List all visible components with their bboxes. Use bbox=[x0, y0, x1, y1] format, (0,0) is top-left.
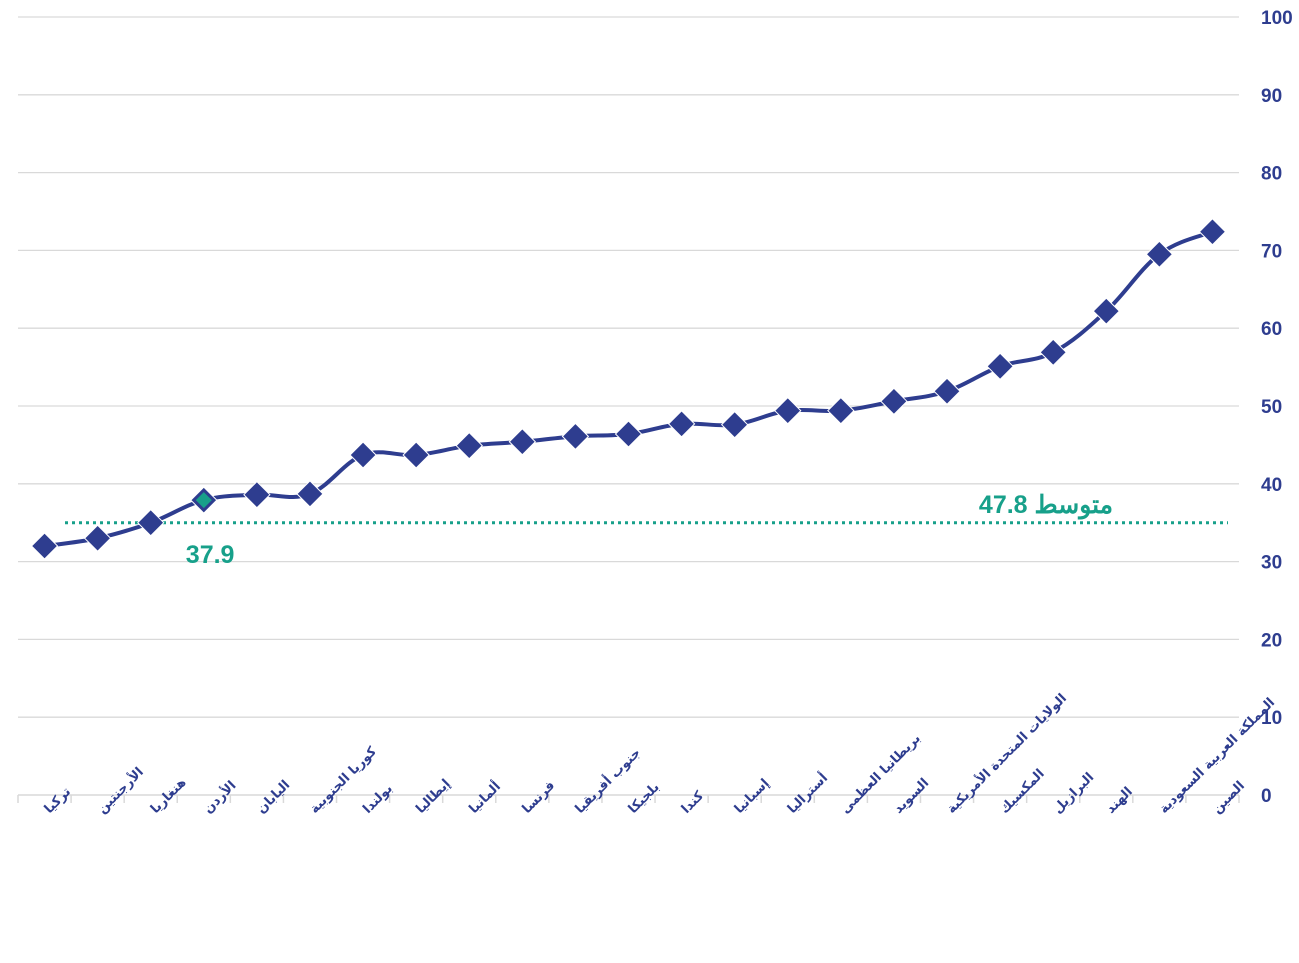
y-tick-label: 30 bbox=[1261, 553, 1282, 574]
data-point-marker bbox=[30, 532, 59, 560]
y-tick-label: 70 bbox=[1261, 241, 1282, 262]
data-point-marker bbox=[1092, 297, 1120, 325]
x-tick-label: هنغاريا bbox=[148, 775, 190, 817]
x-tick-label: الهند bbox=[1104, 784, 1136, 816]
x-axis: تركيا الأرجنتين هنغاريا الأردن اليابان كوريا … bbox=[17, 690, 1278, 817]
data-point-marker bbox=[561, 422, 590, 451]
x-tick-label: أستراليا bbox=[784, 769, 831, 816]
data-point-marker bbox=[827, 396, 855, 425]
y-tick-label: 80 bbox=[1261, 164, 1282, 185]
data-point-marker bbox=[1198, 218, 1227, 246]
data-point-marker bbox=[349, 441, 377, 469]
highlight-marker bbox=[195, 492, 212, 509]
y-axis-ticks: 0 10 20 30 40 50 60 70 80 90 100 bbox=[1261, 8, 1293, 807]
data-point-marker bbox=[508, 428, 537, 456]
y-tick-label: 0 bbox=[1261, 786, 1272, 807]
x-tick-label: الأردن bbox=[200, 777, 240, 817]
data-point-marker bbox=[243, 480, 271, 509]
x-tick-label: اليابان bbox=[254, 778, 293, 817]
y-tick-label: 60 bbox=[1261, 319, 1282, 340]
data-point-marker bbox=[1039, 338, 1067, 367]
y-tick-label: 40 bbox=[1261, 475, 1282, 496]
x-tick-label: إسبانيا bbox=[732, 776, 773, 817]
data-point-marker bbox=[720, 410, 749, 439]
x-tick-label: بلجيكا bbox=[626, 780, 663, 817]
x-tick-label: المكسيك bbox=[997, 766, 1047, 816]
data-point-marker bbox=[402, 441, 430, 469]
x-tick-label: تركيا bbox=[42, 785, 74, 817]
x-tick-label: إيطاليا bbox=[413, 777, 453, 817]
data-point-marker bbox=[137, 508, 165, 537]
x-tick-label: البرازيل bbox=[1050, 770, 1097, 817]
annotations: 37.9 متوسط 47.8 bbox=[186, 491, 1113, 569]
y-tick-label: 20 bbox=[1261, 630, 1282, 651]
average-label: متوسط 47.8 bbox=[979, 491, 1113, 520]
data-point-marker bbox=[774, 396, 802, 425]
data-point-marker bbox=[296, 480, 324, 508]
data-point-marker bbox=[880, 387, 908, 416]
data-point-marker bbox=[83, 524, 112, 552]
y-tick-label: 90 bbox=[1261, 86, 1282, 107]
data-point-marker bbox=[986, 352, 1014, 381]
x-tick-label: الصين bbox=[1210, 779, 1248, 817]
y-tick-label: 100 bbox=[1261, 8, 1293, 29]
data-point-marker bbox=[455, 431, 483, 460]
highlight-value-label: 37.9 bbox=[186, 541, 235, 569]
x-tick-label: كندا bbox=[679, 788, 707, 816]
x-tick-label: الأرجنتين bbox=[93, 763, 146, 816]
x-tick-label: ألمانيا bbox=[465, 778, 504, 817]
data-point-marker bbox=[667, 410, 696, 438]
data-point-marker bbox=[1145, 240, 1174, 268]
x-tick-label: السويد bbox=[891, 776, 932, 817]
data-point-marker bbox=[614, 420, 643, 448]
x-tick-label: فرنسا bbox=[520, 778, 559, 817]
gridlines bbox=[18, 16, 1239, 718]
x-tick-label: بولندا bbox=[360, 781, 395, 816]
series-group bbox=[30, 218, 1227, 560]
data-point-marker bbox=[933, 377, 961, 405]
y-tick-label: 10 bbox=[1261, 708, 1282, 729]
y-tick-label: 50 bbox=[1261, 397, 1282, 418]
